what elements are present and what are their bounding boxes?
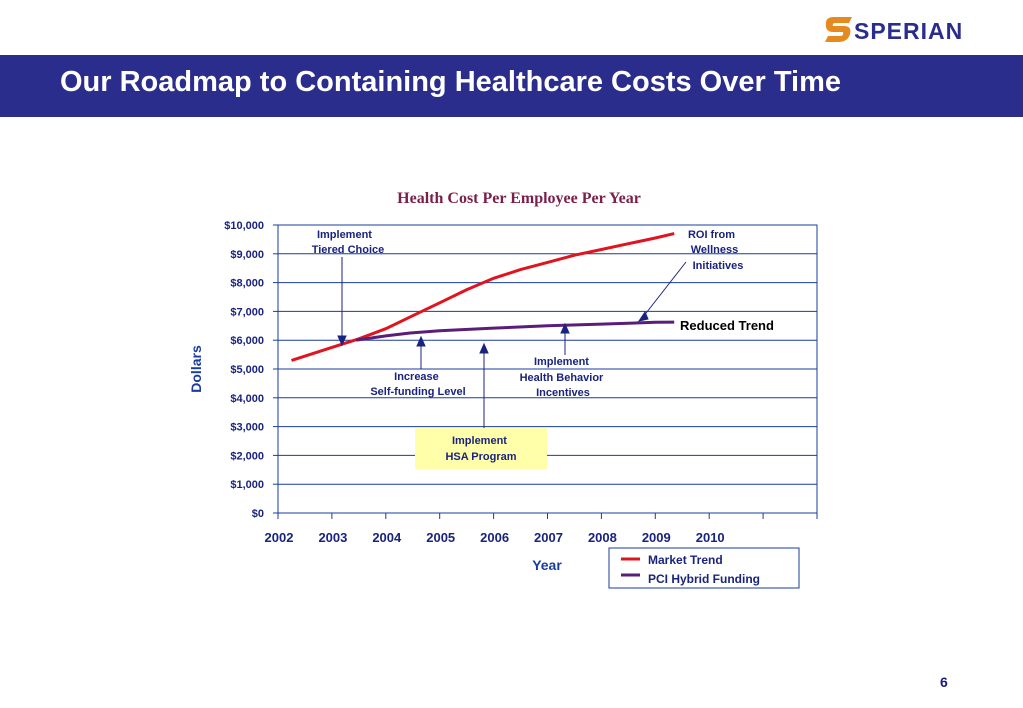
annotations: Implement Tiered Choice Increase Self-fu…: [312, 229, 744, 463]
title-bar: Our Roadmap to Containing Healthcare Cos…: [0, 55, 1023, 117]
annotation-wellness-line-1: ROI from: [688, 229, 735, 241]
arrow-wellness: [642, 261, 687, 318]
x-tick-label: 2008: [588, 530, 617, 545]
sperian-logo: SPERIAN: [822, 14, 992, 48]
annotation-tiered-choice: Implement Tiered Choice: [312, 229, 385, 256]
y-tick-label: $4,000: [230, 393, 264, 405]
annotation-health-behavior-line-3: Incentives: [536, 387, 590, 399]
annotation-tiered-choice-line-1: Implement: [317, 229, 372, 241]
annotation-wellness: ROI from Wellness Initiatives: [688, 229, 743, 272]
annotation-wellness-line-2: Wellness: [691, 244, 739, 256]
y-tick-label: $0: [252, 508, 264, 520]
arrowhead-self-funding: [416, 335, 426, 347]
x-tick-label: 2004: [372, 530, 402, 545]
arrowhead-tiered-choice: [337, 335, 347, 347]
annotation-hsa: Implement HSA Program: [445, 435, 516, 463]
y-tick-label: $10,000: [224, 220, 264, 232]
annotation-hsa-line-2: HSA Program: [445, 451, 516, 463]
x-tick-label: 2005: [426, 530, 455, 545]
hsa-highlight-box: [415, 428, 547, 469]
y-axis: $0 $1,000 $2,000 $3,000 $4,000 $5,000 $6,000 $7…: [224, 220, 278, 520]
y-tick-label: $5,000: [230, 364, 264, 376]
y-tick-label: $1,000: [230, 479, 264, 491]
annotation-self-funding-line-1: Increase: [394, 371, 439, 383]
gridlines: [278, 253, 817, 485]
series-line-pci-hybrid-funding: [355, 320, 675, 342]
series-line-market-trend: [291, 232, 675, 362]
x-tick-label: 2002: [265, 530, 294, 545]
legend-label-pci-hybrid-funding: PCI Hybrid Funding: [648, 572, 760, 586]
x-tick-label: 2003: [318, 530, 347, 545]
arrowhead-health-behavior: [560, 322, 570, 334]
arrowhead-wellness: [637, 310, 649, 322]
arrowhead-hsa: [479, 342, 489, 354]
y-tick-label: $7,000: [230, 306, 264, 318]
x-axis: 2002 2003 2004 2005 2006 2007 2008 2009 2010: [265, 513, 818, 545]
annotation-tiered-choice-line-2: Tiered Choice: [312, 244, 385, 256]
annotation-self-funding-line-2: Self-funding Level: [370, 386, 465, 398]
y-tick-label: $9,000: [230, 249, 264, 261]
y-tick-label: $2,000: [230, 450, 264, 462]
x-tick-label: 2009: [642, 530, 671, 545]
chart-title: Health Cost Per Employee Per Year: [397, 190, 641, 207]
legend-box: [608, 547, 800, 589]
x-tick-label: 2006: [480, 530, 509, 545]
page-number: 6: [940, 674, 948, 690]
annotation-self-funding: Increase Self-funding Level: [370, 371, 465, 398]
legend-label-market-trend: Market Trend: [648, 553, 723, 567]
legend: Market Trend PCI Hybrid Funding: [608, 547, 800, 589]
x-tick-label: 2007: [534, 530, 563, 545]
annotation-health-behavior-line-2: Health Behavior: [520, 372, 604, 384]
y-tick-label: $6,000: [230, 335, 264, 347]
y-tick-label: $3,000: [230, 422, 264, 434]
annotation-arrows: [337, 257, 687, 428]
sperian-s-mark-icon: [825, 17, 852, 42]
x-tick-label: 2010: [696, 530, 725, 545]
annotation-reduced-trend: Reduced Trend: [680, 318, 774, 333]
annotation-wellness-line-3: Initiatives: [693, 260, 744, 272]
y-axis-label: Dollars: [188, 345, 204, 393]
y-tick-label: $8,000: [230, 278, 264, 290]
x-axis-label: Year: [532, 557, 562, 573]
sperian-wordmark: SPERIAN: [854, 18, 964, 44]
slide-title: Our Roadmap to Containing Healthcare Cos…: [60, 66, 842, 98]
annotation-health-behavior-line-1: Implement: [534, 356, 589, 368]
annotation-health-behavior: Implement Health Behavior Incentives: [520, 356, 607, 399]
annotation-hsa-line-1: Implement: [452, 435, 507, 447]
